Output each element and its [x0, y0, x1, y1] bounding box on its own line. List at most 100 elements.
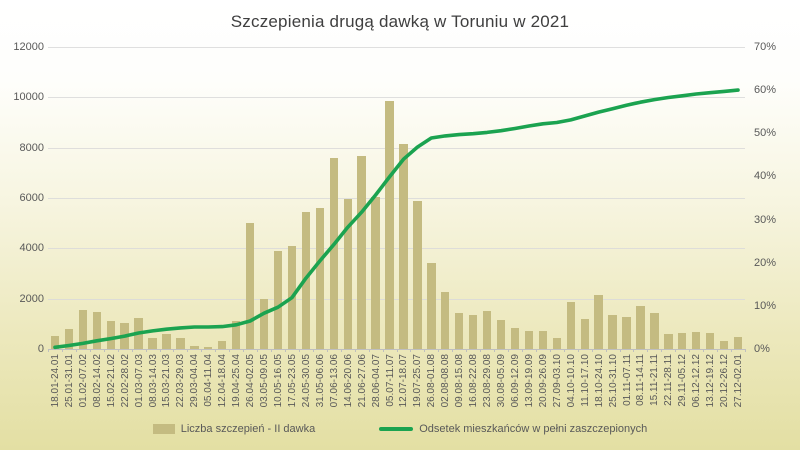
x-axis-tick: [577, 349, 579, 352]
x-axis-tick: [605, 349, 607, 352]
x-axis-tick: [215, 349, 217, 352]
legend: Liczba szczepień - II dawka Odsetek mies…: [0, 423, 800, 435]
bar-31.05-06.06: [315, 208, 324, 349]
x-axis-tick: [131, 349, 133, 352]
x-tick-label: 08.11-14.11: [635, 354, 647, 406]
x-axis-tick: [298, 349, 300, 352]
x-axis-tick: [563, 349, 565, 352]
x-tick-label: 04.10-10.10: [565, 354, 577, 408]
bar-25.10-31.10: [608, 314, 617, 349]
x-axis-tick: [312, 349, 314, 352]
bar-21.06-27.06: [357, 156, 366, 349]
x-axis-tick: [480, 349, 482, 352]
bar-series-swatch-icon: [152, 424, 175, 434]
bar-03.05-09.05: [259, 298, 269, 349]
x-tick-label: 21.06-27.06: [356, 354, 368, 408]
x-axis-tick: [187, 349, 189, 352]
x-axis-tick: [647, 349, 649, 352]
x-axis-tick: [173, 349, 175, 352]
x-axis-tick: [619, 349, 621, 352]
gridline: [48, 147, 745, 149]
x-tick-label: 07.06-13.06: [328, 354, 340, 408]
x-tick-label: 05.04-11.04: [203, 354, 215, 407]
bar-04.10-10.10: [566, 301, 575, 349]
y-axis-left-tick-label: 12000: [13, 41, 44, 53]
y-axis-left-tick-label: 6000: [19, 192, 44, 204]
legend-line-label: Odsetek mieszkańców w pełni zaszczepiony…: [419, 423, 648, 435]
x-axis-tick: [633, 349, 635, 352]
y-axis-right-tick-label: 50%: [754, 127, 777, 140]
x-axis-tick: [424, 349, 426, 352]
bar-13.09-19.09: [524, 331, 534, 349]
x-axis-tick: [410, 349, 412, 352]
x-axis-tick: [382, 349, 384, 352]
x-tick-label: 15.11-21.11: [649, 354, 661, 406]
y-axis-left-tick-label: 2000: [19, 292, 44, 305]
x-tick-label: 02.08-08.08: [440, 354, 452, 408]
x-axis-tick: [89, 349, 91, 352]
x-axis-tick: [438, 349, 440, 352]
x-axis-tick: [717, 349, 719, 352]
x-axis-tick: [257, 349, 259, 352]
bar-17.05-23.05: [287, 245, 297, 349]
x-tick-label: 27.12-02.01: [733, 354, 745, 408]
y-axis-left-tick-label: 10000: [13, 91, 44, 104]
x-axis-tick: [731, 349, 733, 352]
x-tick-label: 05.07-11.07: [384, 354, 396, 407]
bar-12.07-18.07: [399, 143, 408, 349]
x-tick-label: 28.06-04.07: [370, 354, 382, 408]
x-tick-label: 19.07-25.07: [412, 354, 424, 408]
x-axis-tick: [591, 349, 593, 352]
bar-08.03-14.03: [148, 337, 157, 349]
bar-05.07-11.07: [385, 101, 394, 349]
x-tick-label: 15.02-21.02: [105, 354, 117, 408]
x-tick-label: 13.09-19.09: [523, 354, 535, 408]
bar-15.02-21.02: [106, 320, 115, 349]
x-tick-label: 19.04-25.04: [231, 354, 243, 408]
x-axis-tick: [243, 349, 245, 352]
x-tick-label: 22.03-29.03: [175, 354, 187, 408]
bar-11.10-17.10: [580, 318, 589, 349]
y-axis-right-tick-label: 10%: [754, 299, 777, 312]
y-axis-left-tick-label: 4000: [19, 242, 44, 255]
bar-16.08-22.08: [468, 315, 478, 349]
x-tick-label: 06.09-12.09: [509, 354, 521, 408]
y-axis-left-tick-label: 0: [37, 343, 44, 355]
x-tick-label: 12.04-18.04: [217, 354, 229, 408]
x-tick-label: 12.07-18.07: [398, 354, 410, 408]
legend-bar-label: Liczba szczepień - II dawka: [180, 423, 316, 435]
bar-12.04-18.04: [218, 340, 227, 349]
x-tick-label: 18.10-24.10: [593, 354, 605, 408]
x-axis-tick: [284, 349, 286, 352]
x-tick-label: 18.01-24.01: [49, 354, 61, 408]
bar-09.08-15.08: [455, 313, 464, 349]
x-axis-tick: [549, 349, 551, 352]
x-tick-label: 29.11-05.12: [677, 354, 689, 407]
x-axis-tick: [201, 349, 203, 352]
x-tick-label: 14.06-20.06: [342, 354, 354, 408]
bar-06.12-12.12: [692, 331, 701, 349]
bar-06.09-12.09: [510, 328, 520, 349]
bar-01.11-07.11: [622, 316, 631, 349]
x-axis-tick: [75, 349, 77, 352]
bar-02.08-08.08: [441, 292, 450, 349]
gridline: [48, 248, 745, 250]
x-tick-label: 25.10-31.10: [607, 354, 619, 408]
x-axis-tick: [661, 349, 663, 352]
x-tick-label: 25.01-31.01: [63, 354, 75, 408]
bar-08.02-14.02: [92, 312, 101, 349]
x-tick-label: 09.08-15.08: [454, 354, 466, 408]
x-axis-tick: [521, 349, 523, 352]
bar-15.11-21.11: [650, 313, 659, 349]
x-tick-label: 01.03-07.03: [133, 354, 145, 408]
x-tick-label: 27.09-03.10: [551, 354, 563, 408]
bar-22.02-28.02: [120, 322, 129, 349]
x-tick-label: 17.05-23.05: [286, 354, 298, 408]
x-axis-tick: [368, 349, 370, 352]
legend-item-bars: Liczba szczepień - II dawka: [152, 423, 316, 435]
gridline: [48, 97, 745, 99]
x-tick-label: 22.02-28.02: [119, 354, 131, 408]
x-axis-tick: [229, 349, 231, 352]
x-tick-label: 26.08-01.08: [426, 354, 438, 408]
bar-30.08-05.09: [496, 319, 506, 349]
